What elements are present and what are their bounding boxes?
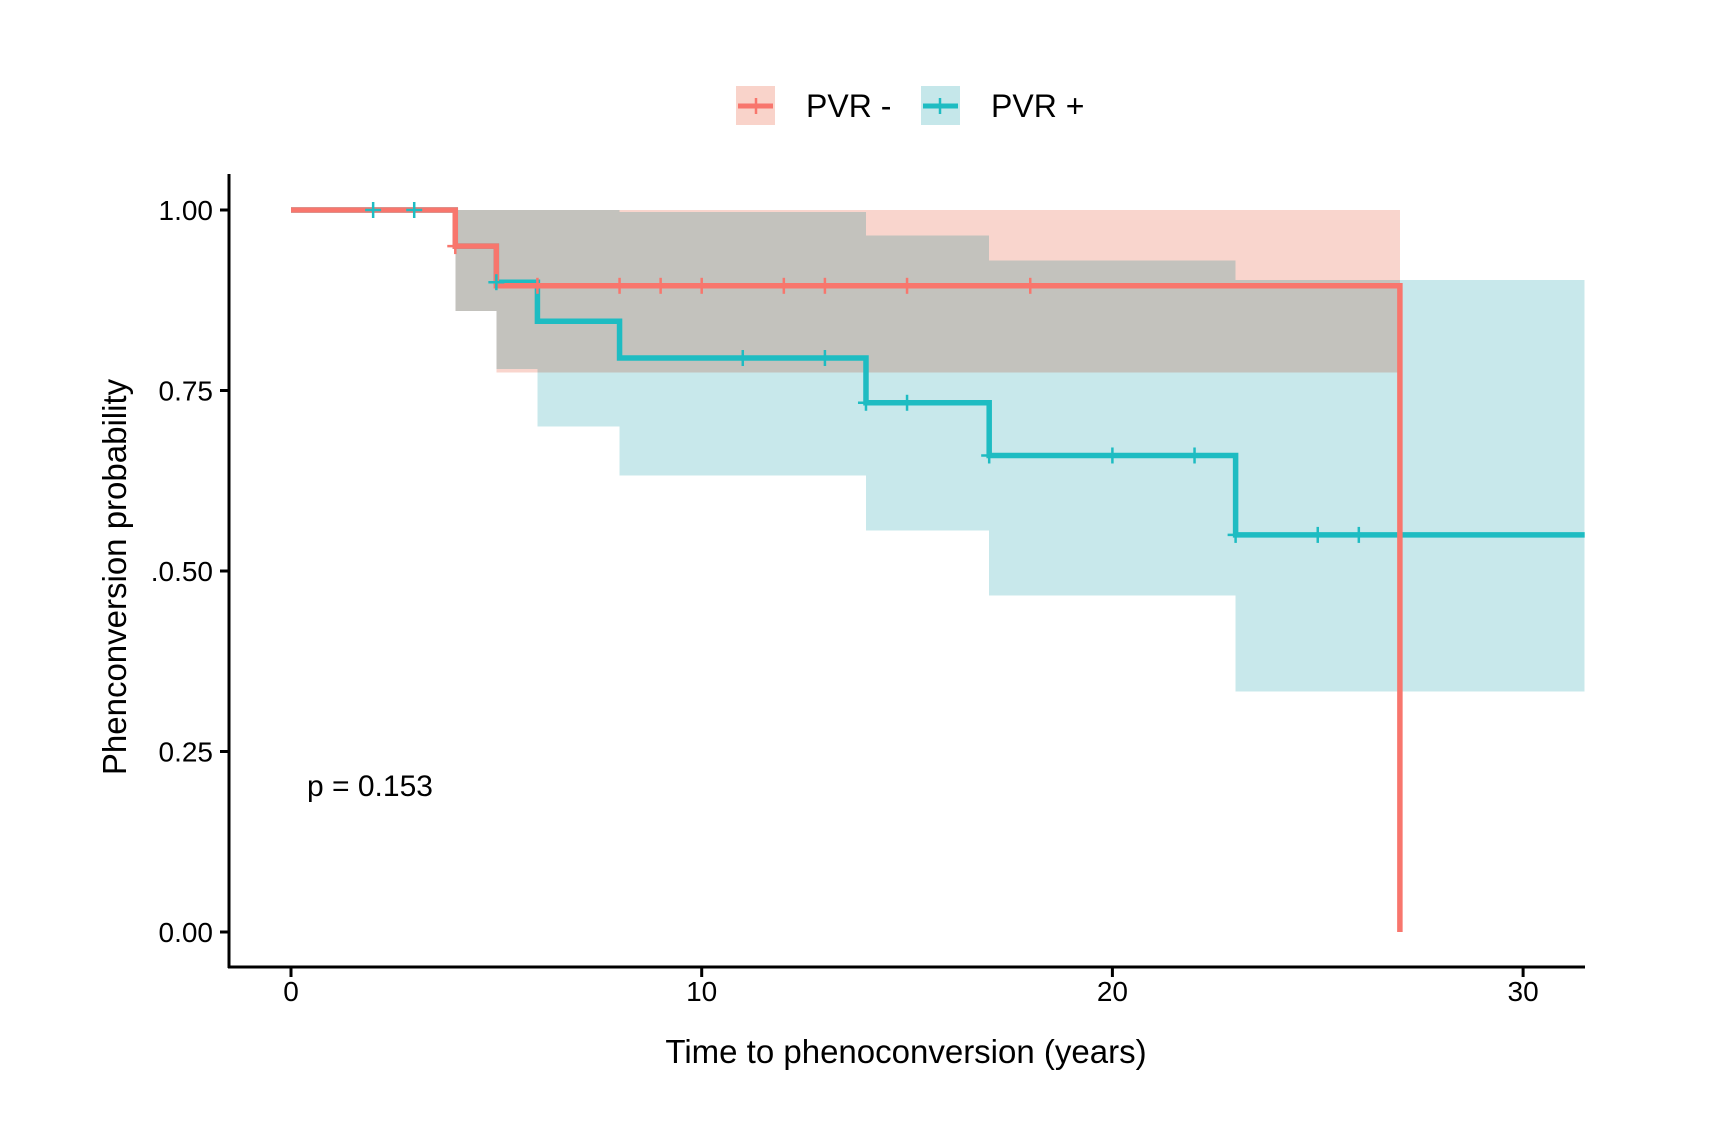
censor-mark [406, 202, 423, 218]
censor-mark [1309, 526, 1326, 543]
x-tick-label: 30 [1508, 976, 1539, 1007]
ci-segment [1235, 280, 1585, 692]
ci-band-pvr-plus [455, 210, 1585, 692]
censor-mark [1022, 277, 1039, 294]
censor-mark [365, 202, 382, 218]
legend-label-pvr-plus: PVR + [991, 88, 1084, 124]
legend-label-pvr-minus: PVR - [806, 88, 891, 124]
censor-marks-pvr-minus [447, 238, 1039, 294]
censor-mark [529, 277, 546, 294]
x-tick-label: 20 [1097, 976, 1128, 1007]
censor-mark [1104, 447, 1121, 464]
censor-mark [1350, 526, 1367, 543]
ci-segment [619, 212, 866, 476]
y-ticks: 0.00 0.25 .0.50 0.75 1.00 [151, 195, 229, 948]
y-tick-label: .0.50 [151, 556, 213, 587]
survival-curve-pvr-minus [291, 207, 1403, 932]
censor-mark [652, 277, 669, 294]
x-tick-label: 10 [686, 976, 717, 1007]
y-axis-title: Phenconversion probability [96, 378, 133, 775]
censor-mark [775, 277, 792, 294]
legend-item-pvr-plus[interactable]: PVR + [921, 86, 1084, 125]
confidence-bands [455, 210, 1585, 692]
y-tick-label: 0.00 [159, 917, 214, 948]
legend-item-pvr-minus[interactable]: PVR - [736, 86, 891, 125]
censor-marks-pvr-plus [365, 202, 1367, 543]
y-tick-label: 1.00 [159, 195, 214, 226]
ci-segment [537, 210, 620, 427]
censor-mark [899, 394, 916, 411]
ci-segment [496, 210, 538, 369]
censor-mark [488, 274, 505, 291]
censor-mark [981, 447, 998, 464]
censor-mark [816, 277, 833, 294]
censor-mark [1227, 526, 1244, 543]
censor-marks [365, 202, 1367, 543]
legend: PVR - PVR + [736, 86, 1084, 125]
y-tick-label: 0.25 [159, 737, 214, 768]
censor-mark [816, 350, 833, 367]
ci-segment [865, 235, 990, 531]
p-value-annotation: p = 0.153 [307, 770, 433, 803]
censor-mark [857, 394, 874, 411]
ci-segment [989, 260, 1236, 596]
censor-mark [447, 238, 464, 255]
censor-mark [734, 350, 751, 367]
censor-mark [693, 277, 710, 294]
ci-segment [455, 210, 497, 312]
axes: 0.00 0.25 .0.50 0.75 1.00 0 10 20 30 [151, 174, 1585, 1007]
censor-mark [1186, 447, 1203, 464]
x-ticks: 0 10 20 30 [283, 967, 1539, 1007]
x-tick-label: 0 [283, 976, 299, 1007]
y-tick-label: 0.75 [159, 376, 214, 407]
censor-mark [899, 277, 916, 294]
x-axis-title: Time to phenoconversion (years) [665, 1033, 1146, 1070]
censor-mark [611, 277, 628, 294]
